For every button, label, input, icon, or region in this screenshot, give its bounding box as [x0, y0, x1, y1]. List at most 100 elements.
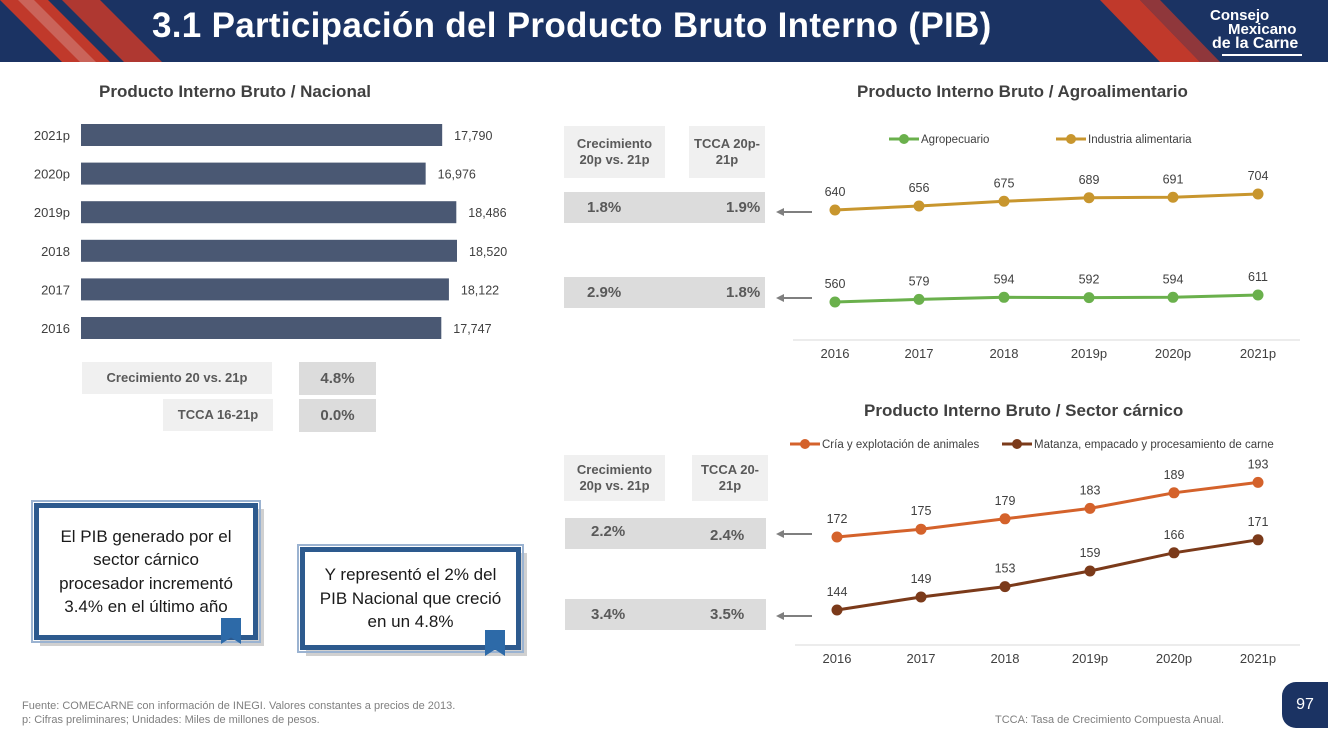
agro-data-label: 675: [994, 176, 1015, 190]
carnico-data-label: 172: [827, 512, 848, 526]
agro-data-label: 640: [825, 185, 846, 199]
nacional-chart-title: Producto Interno Bruto / Nacional: [99, 82, 372, 101]
carnico-data-point: [1084, 565, 1096, 577]
carnico-data-label: 175: [911, 504, 932, 518]
nacional-bar: [81, 278, 449, 301]
carnico-data-label: 183: [1080, 483, 1101, 497]
nacional-bar-value: 18,122: [461, 283, 499, 297]
footer-note: p: Cifras preliminares; Unidades: Miles …: [22, 714, 320, 726]
carnico-row1-tcca: 2.4%: [710, 527, 745, 544]
carnico-data-point: [1252, 476, 1264, 488]
footer-source: Fuente: COMECARNE con información de INE…: [22, 700, 456, 712]
pointer-arrow-head: [776, 208, 784, 216]
agro-x-tick-label: 2018: [990, 346, 1019, 361]
carnico-data-label: 166: [1164, 528, 1185, 542]
agro-legend-marker: [899, 134, 909, 144]
logo-line-2: Mexicano: [1228, 21, 1297, 38]
agro-data-point: [829, 296, 841, 308]
carnico-x-tick-label: 2019p: [1072, 651, 1108, 666]
carnico-row1-crecimiento: 2.2%: [591, 523, 626, 540]
agro-data-label: 656: [909, 181, 930, 195]
carnico-row1: 2.2% 2.4%: [565, 518, 766, 549]
agro-chart-title: Producto Interno Bruto / Agroalimentario: [857, 82, 1188, 101]
agro-row1-tcca: 1.9%: [726, 199, 761, 216]
agro-data-label: 704: [1248, 169, 1269, 183]
carnico-data-label: 149: [911, 572, 932, 586]
agro-data-label: 594: [1163, 272, 1184, 286]
logo-line-1: Consejo: [1210, 7, 1270, 24]
agro-row2: 2.9% 1.8%: [564, 277, 765, 308]
agro-data-point: [998, 291, 1010, 303]
nacional-category-label: 2018: [41, 244, 70, 259]
nacional-bar: [81, 124, 443, 146]
carnico-data-point: [1252, 534, 1264, 546]
carnico-x-tick-label: 2021p: [1240, 651, 1276, 666]
nacional-bar-value: 18,520: [469, 245, 507, 259]
carnico-row2: 3.4% 3.5%: [565, 599, 766, 630]
logo-line-3: de la Carne: [1212, 35, 1299, 52]
agro-x-tick-label: 2016: [821, 346, 850, 361]
agro-legend-label: Agropecuario: [921, 134, 989, 146]
nacional-category-label: 2017: [41, 282, 70, 297]
carnico-data-label: 171: [1248, 515, 1269, 529]
carnico-chart-title: Producto Interno Bruto / Sector cárnico: [864, 401, 1184, 420]
agro-row1: 1.8% 1.9%: [564, 192, 765, 223]
carnico-data-label: 144: [827, 585, 848, 599]
nacional-tcca-label: TCCA 16-21p: [163, 399, 273, 431]
agro-row2-tcca: 1.8%: [726, 284, 761, 301]
nacional-category-label: 2020p: [34, 167, 70, 182]
agro-data-label: 691: [1163, 172, 1184, 186]
carnico-legend-marker: [1012, 439, 1022, 449]
agro-data-point: [1167, 291, 1179, 303]
header-decoration: [0, 0, 1220, 62]
carnico-data-label: 193: [1248, 457, 1269, 471]
agro-series-line-1: [834, 192, 1259, 212]
carnico-legend-label: Matanza, empacado y procesamiento de car…: [1034, 439, 1274, 451]
callout-pib-nacional: Y representó el 2% del PIB Nacional que …: [297, 544, 524, 653]
nacional-bar-value: 18,486: [468, 206, 506, 220]
carnico-legend-label: Cría y explotación de animales: [822, 439, 979, 451]
carnico-data-label: 153: [995, 562, 1016, 576]
carnico-x-tick-label: 2016: [823, 651, 852, 666]
agro-legend-label: Industria alimentaria: [1088, 134, 1192, 146]
nacional-crecimiento-value: 4.8%: [299, 362, 376, 395]
agro-data-label: 579: [909, 274, 930, 288]
agro-series-line-0: [834, 293, 1259, 304]
carnico-data-point: [999, 581, 1011, 593]
carnico-x-tick-label: 2017: [907, 651, 936, 666]
agro-data-label: 592: [1079, 273, 1100, 287]
page-title: 3.1 Participación del Producto Bruto Int…: [152, 6, 992, 45]
nacional-bar-value: 17,790: [454, 129, 492, 143]
agro-data-label: 689: [1079, 173, 1100, 187]
footer-tcca-definition: TCCA: Tasa de Crecimiento Compuesta Anua…: [995, 714, 1225, 726]
logo-underline: [1222, 54, 1302, 56]
pointer-arrow-head: [776, 530, 784, 538]
agro-tcca-header: TCCA 20p-21p: [689, 126, 765, 178]
pointer-arrow-head: [776, 612, 784, 620]
comecarne-logo: Consejo Mexicano de la Carne: [1208, 6, 1308, 56]
agro-data-point: [1167, 191, 1179, 203]
nacional-tcca-value: 0.0%: [299, 399, 376, 432]
nacional-category-label: 2021p: [34, 128, 70, 143]
nacional-bar: [81, 201, 457, 224]
carnico-x-tick-label: 2018: [991, 651, 1020, 666]
carnico-data-point: [999, 513, 1011, 525]
carnico-data-point: [1168, 487, 1180, 499]
carnico-data-point: [831, 531, 843, 543]
callout-left-ribbon: [221, 618, 241, 644]
agro-data-label: 611: [1248, 270, 1268, 284]
callout-right-ribbon: [485, 630, 505, 656]
carnico-tcca-header: TCCA 20-21p: [692, 455, 768, 501]
agro-data-point: [829, 204, 841, 216]
nacional-bar: [81, 317, 442, 339]
callout-sector-carnico: El PIB generado por el sector cárnico pr…: [31, 500, 261, 643]
nacional-bar-value: 16,976: [438, 168, 476, 182]
agro-data-point: [913, 293, 925, 305]
carnico-data-label: 179: [995, 494, 1016, 508]
header-banner: 3.1 Participación del Producto Bruto Int…: [0, 0, 1328, 62]
agro-x-tick-label: 2021p: [1240, 346, 1276, 361]
carnico-row2-tcca: 3.5%: [710, 606, 745, 623]
agro-data-point: [998, 195, 1010, 207]
carnico-legend-marker: [800, 439, 810, 449]
nacional-bar-value: 17,747: [453, 322, 491, 336]
